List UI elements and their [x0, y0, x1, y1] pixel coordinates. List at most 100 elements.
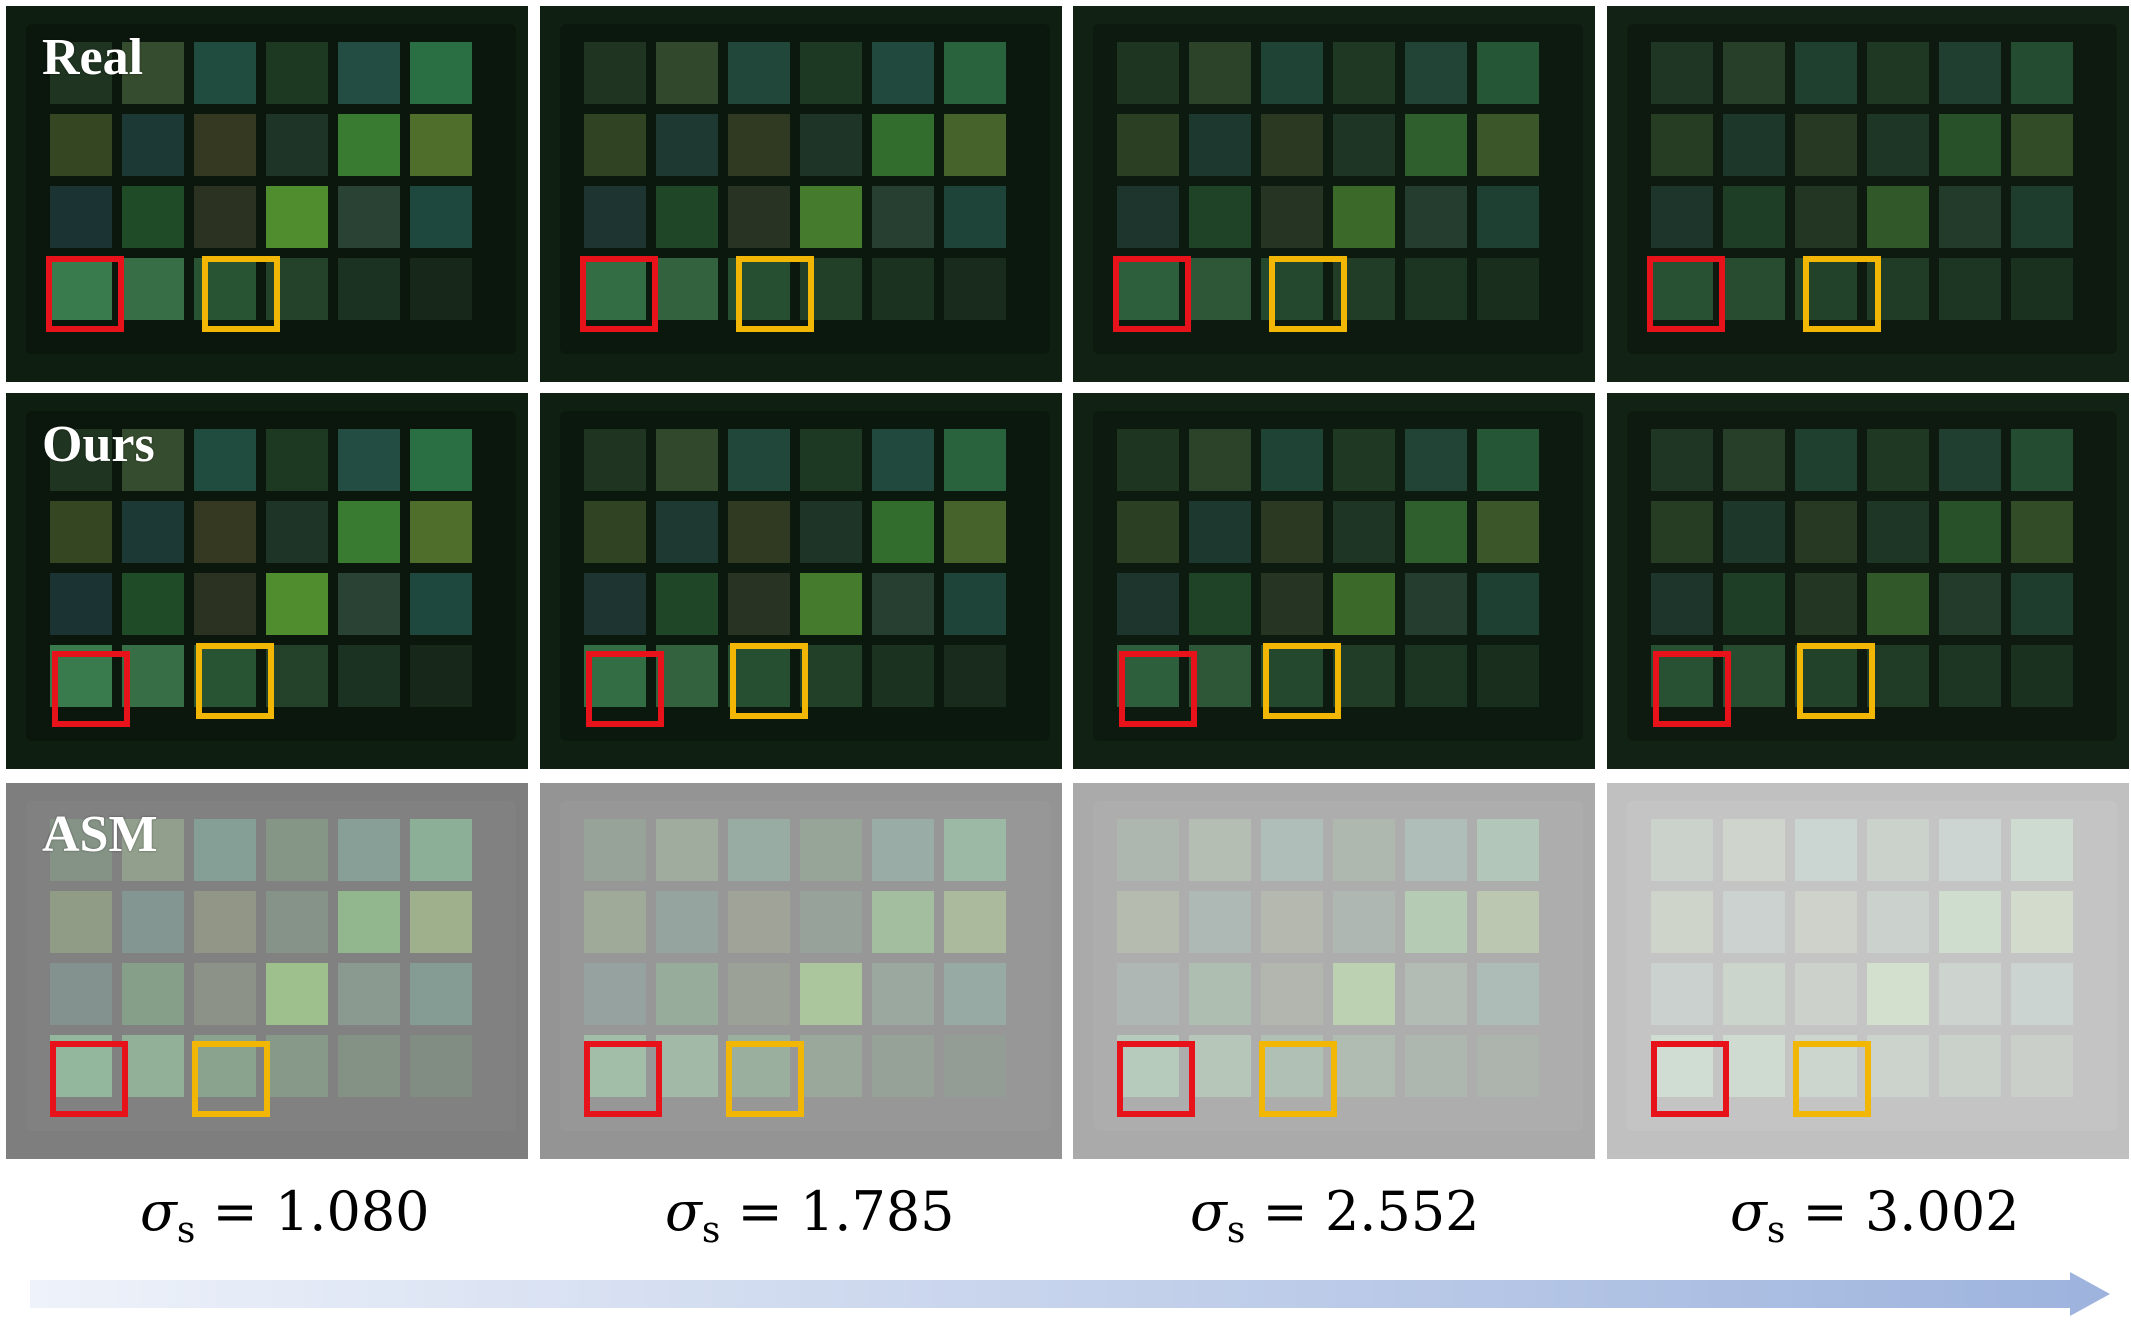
color-patch	[800, 573, 862, 635]
color-patch	[266, 963, 328, 1025]
yellow-highlight-box	[730, 643, 808, 719]
red-highlight-box	[1117, 1041, 1195, 1117]
yellow-highlight-box	[1797, 643, 1875, 719]
color-patch	[656, 819, 718, 881]
color-patch	[1405, 42, 1467, 104]
color-patch	[410, 258, 472, 320]
sigma-value: 1.785	[799, 1180, 955, 1243]
color-patch	[1333, 573, 1395, 635]
color-patch	[1333, 819, 1395, 881]
sigma-subscript: s	[701, 1209, 721, 1251]
color-patch	[338, 42, 400, 104]
color-patch	[656, 186, 718, 248]
color-patch	[122, 501, 184, 563]
color-patch	[266, 1035, 328, 1097]
color-patch	[1723, 186, 1785, 248]
color-patch	[1477, 573, 1539, 635]
color-patch	[410, 114, 472, 176]
color-patch	[800, 1035, 862, 1097]
color-patch	[1333, 645, 1395, 707]
color-patch	[1189, 501, 1251, 563]
color-patch	[1651, 963, 1713, 1025]
red-highlight-box	[580, 256, 658, 332]
color-patch	[1189, 429, 1251, 491]
color-patch	[194, 963, 256, 1025]
color-patch	[1405, 114, 1467, 176]
color-patch	[1189, 573, 1251, 635]
color-patch	[1867, 573, 1929, 635]
color-patch	[50, 429, 112, 491]
color-patch	[266, 42, 328, 104]
color-patch	[584, 891, 646, 953]
color-patch	[1333, 963, 1395, 1025]
color-patch	[1477, 1035, 1539, 1097]
color-patch	[728, 573, 790, 635]
color-patch	[1867, 819, 1929, 881]
color-patch	[872, 186, 934, 248]
sigma-label-4: σs = 3.002	[1730, 1180, 2020, 1251]
color-patch	[1867, 186, 1929, 248]
color-patch	[1189, 819, 1251, 881]
red-highlight-box	[46, 256, 124, 332]
color-patch	[1117, 429, 1179, 491]
color-patch	[728, 891, 790, 953]
yellow-highlight-box	[1803, 256, 1881, 332]
panel-real-4	[1607, 6, 2129, 382]
color-patch	[1723, 42, 1785, 104]
color-patch	[122, 645, 184, 707]
color-patch	[338, 429, 400, 491]
color-patch	[194, 819, 256, 881]
color-patch	[338, 114, 400, 176]
color-patch	[338, 963, 400, 1025]
color-patch	[800, 891, 862, 953]
color-patch	[800, 186, 862, 248]
color-patch	[1795, 645, 1857, 707]
sigma-label-1: σs = 1.080	[140, 1180, 430, 1251]
color-patch	[1333, 501, 1395, 563]
color-patch	[266, 891, 328, 953]
color-patch	[1939, 186, 2001, 248]
color-patch	[410, 891, 472, 953]
color-patch	[1795, 429, 1857, 491]
color-patch	[1261, 891, 1323, 953]
color-patch	[338, 186, 400, 248]
yellow-highlight-box	[1259, 1041, 1337, 1117]
color-patch	[728, 645, 790, 707]
color-patch	[1867, 42, 1929, 104]
color-patch	[1939, 429, 2001, 491]
color-patch	[194, 645, 256, 707]
color-patch	[410, 429, 472, 491]
color-patch	[1723, 819, 1785, 881]
color-patch	[1117, 891, 1179, 953]
color-patch	[1651, 819, 1713, 881]
color-patch	[1723, 501, 1785, 563]
color-patch	[1651, 186, 1713, 248]
color-patch	[1939, 891, 2001, 953]
color-patch	[1117, 42, 1179, 104]
color-patch	[800, 645, 862, 707]
color-patch	[1405, 186, 1467, 248]
color-patch	[122, 891, 184, 953]
red-highlight-box	[1647, 256, 1725, 332]
color-patch	[1405, 501, 1467, 563]
color-patch	[1723, 891, 1785, 953]
row-label-real: Real	[42, 29, 144, 86]
color-patch	[584, 42, 646, 104]
color-patch	[122, 573, 184, 635]
color-patch	[728, 114, 790, 176]
color-patch	[800, 42, 862, 104]
color-patch	[266, 501, 328, 563]
color-patch	[1189, 1035, 1251, 1097]
color-patch	[656, 645, 718, 707]
color-patch	[1333, 429, 1395, 491]
color-patch	[1477, 891, 1539, 953]
color-patch	[1867, 963, 1929, 1025]
color-patch	[1477, 963, 1539, 1025]
color-patch	[1723, 114, 1785, 176]
color-patch	[944, 258, 1006, 320]
color-patch	[1795, 114, 1857, 176]
color-patch	[1867, 1035, 1929, 1097]
color-patch	[1261, 429, 1323, 491]
sigma-value: 1.080	[274, 1180, 430, 1243]
color-patch	[728, 963, 790, 1025]
